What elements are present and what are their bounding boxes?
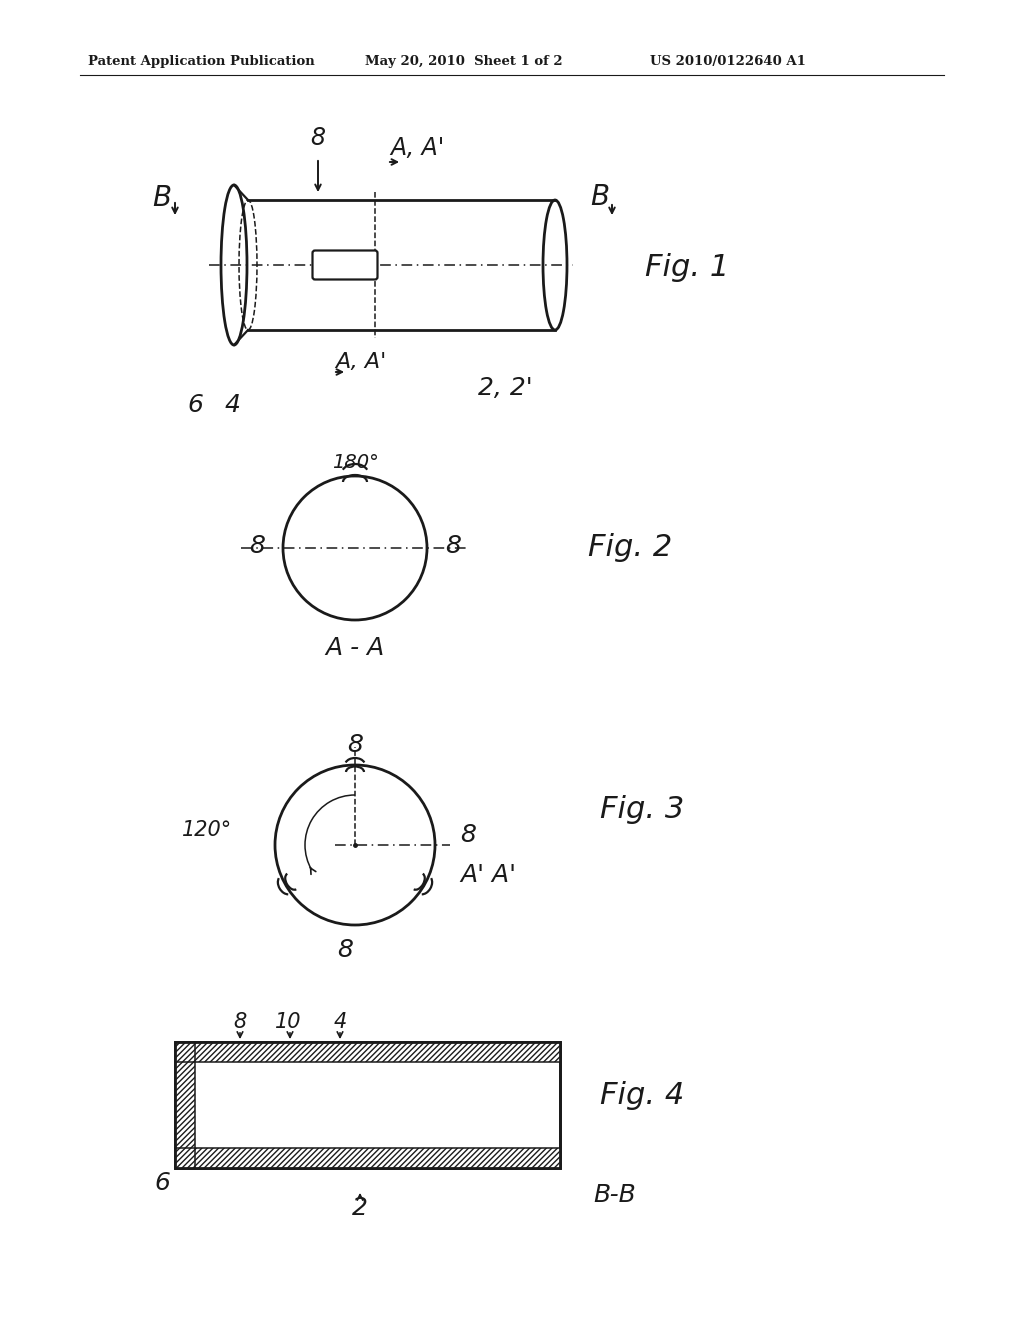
Text: 8: 8 [347,733,362,756]
Text: 4: 4 [224,393,240,417]
Bar [175,1148,560,1168]
Bar [175,1041,560,1168]
Text: Fig. 3: Fig. 3 [600,796,684,825]
Bar [175,1041,195,1168]
Text: 8: 8 [310,125,326,150]
Text: 120°: 120° [181,820,232,840]
Text: 8: 8 [445,535,461,558]
Text: May 20, 2010  Sheet 1 of 2: May 20, 2010 Sheet 1 of 2 [365,55,562,69]
Text: Fig. 1: Fig. 1 [645,253,729,282]
Text: A, A': A, A' [335,352,386,372]
Text: B-B: B-B [593,1183,636,1206]
Text: 8: 8 [337,939,353,962]
FancyBboxPatch shape [312,251,378,280]
Text: 180°: 180° [332,453,379,471]
Text: B: B [153,183,171,213]
Text: 6: 6 [187,393,203,417]
Text: 2: 2 [352,1196,368,1220]
Text: Fig. 2: Fig. 2 [588,533,672,562]
Text: Patent Application Publication: Patent Application Publication [88,55,314,69]
Text: 10: 10 [274,1012,301,1032]
Text: A, A': A, A' [390,136,444,160]
Text: 8: 8 [249,535,265,558]
Text: US 2010/0122640 A1: US 2010/0122640 A1 [650,55,806,69]
Text: 8: 8 [233,1012,247,1032]
Bar [175,1041,560,1063]
Text: 2, 2': 2, 2' [478,376,532,400]
Text: A' A': A' A' [460,863,516,887]
Text: 6: 6 [154,1171,170,1195]
Bar [175,1041,560,1168]
Text: 8: 8 [460,822,476,847]
Text: A - A: A - A [326,636,385,660]
Text: 4: 4 [334,1012,347,1032]
Text: B: B [591,183,609,211]
Text: Fig. 4: Fig. 4 [600,1081,684,1110]
